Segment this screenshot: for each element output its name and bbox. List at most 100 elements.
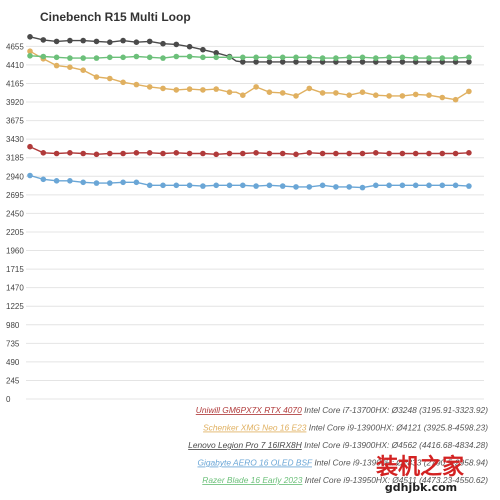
data-point: [359, 150, 366, 157]
data-point: [160, 150, 166, 157]
watermark-url: gdhjbk.com: [385, 481, 457, 494]
data-point: [466, 54, 472, 61]
y-tick-label: 1715: [6, 265, 24, 274]
data-point: [186, 150, 193, 157]
data-point: [319, 182, 326, 189]
data-point: [253, 84, 259, 90]
data-point: [386, 59, 392, 65]
data-point: [333, 150, 339, 157]
data-point: [53, 38, 60, 45]
data-point: [399, 54, 406, 61]
data-point: [359, 184, 366, 191]
data-point: [186, 86, 193, 92]
data-point: [452, 96, 459, 103]
data-point: [279, 59, 286, 65]
legend-series-detail: Intel Core i9-13900HX: Ø4562 (4416.68-48…: [302, 440, 488, 450]
data-point: [359, 59, 366, 65]
data-point: [186, 182, 193, 189]
data-point: [213, 50, 219, 56]
data-point: [40, 37, 47, 43]
data-point: [226, 150, 233, 157]
data-point: [253, 183, 259, 189]
data-point: [93, 74, 100, 80]
data-point: [426, 55, 432, 61]
data-point: [439, 94, 446, 101]
data-point: [146, 182, 153, 189]
data-point: [266, 54, 273, 61]
data-point: [279, 150, 286, 157]
data-point: [80, 37, 86, 44]
legend-entry: Razer Blade 16 Early 2023 Intel Core i9-…: [202, 475, 488, 485]
data-point: [120, 150, 126, 157]
y-tick-label: 245: [6, 376, 20, 385]
data-point: [133, 179, 140, 186]
data-point: [240, 54, 246, 61]
legend-series-detail: Intel Core i9-13950HX: Ø4511 (4473.23-45…: [302, 475, 488, 485]
data-point: [279, 183, 286, 189]
data-point: [186, 53, 193, 60]
series: [27, 143, 472, 158]
data-point: [253, 150, 259, 156]
data-point: [346, 92, 353, 98]
watermark-title: 装机之家: [376, 454, 465, 480]
data-point: [333, 55, 339, 61]
data-point: [466, 183, 472, 189]
data-point: [133, 53, 140, 60]
legend-entry: Lenovo Legion Pro 7 16IRX8H Intel Core i…: [188, 440, 488, 450]
data-point: [120, 54, 126, 61]
data-point: [399, 59, 406, 65]
legend-series-detail: Intel Core i7-13700HX: Ø3248 (3195.91-33…: [302, 405, 488, 415]
y-tick-label: 1960: [6, 247, 24, 256]
data-point: [439, 182, 446, 189]
legend-entry: Gigabyte AERO 16 OLED BSF Intel Core i9-…: [197, 458, 488, 468]
data-point: [213, 86, 219, 92]
data-point: [333, 90, 339, 96]
data-point: [359, 89, 366, 95]
y-tick-label: 3430: [6, 135, 24, 144]
data-point: [107, 180, 113, 186]
legend-series-name: Uniwill GM6PX7X RTX 4070: [196, 405, 302, 415]
data-point: [293, 93, 299, 99]
data-point: [293, 184, 299, 190]
legend-series-detail: Intel Core i9-13900HX: Ø4121 (3925.8-459…: [306, 423, 488, 433]
data-point: [53, 62, 60, 69]
data-point: [346, 184, 353, 190]
data-point: [107, 39, 113, 45]
series: [27, 34, 472, 65]
legend-series-name: Razer Blade 16 Early 2023: [202, 475, 302, 485]
data-point: [452, 150, 459, 157]
y-tick-label: 1225: [6, 302, 24, 311]
data-point: [266, 89, 273, 95]
data-point: [146, 84, 153, 90]
data-point: [386, 54, 392, 61]
y-tick-label: 4410: [6, 61, 24, 70]
data-point: [466, 150, 472, 156]
legend-series-name: Schenker XMG Neo 16 E23: [203, 423, 307, 433]
y-tick-label: 0: [6, 395, 11, 404]
data-point: [240, 182, 246, 189]
chart-title: Cinebench R15 Multi Loop: [40, 10, 191, 24]
legend-entry: Uniwill GM6PX7X RTX 4070 Intel Core i7-1…: [196, 405, 488, 415]
y-tick-label: 3185: [6, 154, 24, 163]
data-point: [306, 85, 313, 92]
data-point: [412, 91, 419, 98]
data-point: [67, 178, 73, 184]
data-point: [412, 55, 419, 61]
data-point: [53, 54, 60, 61]
data-point: [27, 143, 33, 150]
data-point: [319, 55, 326, 61]
watermark: 装机之家 gdhjbk.com: [376, 454, 465, 494]
data-point: [346, 59, 353, 65]
data-point: [93, 38, 100, 45]
data-point: [399, 182, 406, 189]
data-point: [439, 55, 446, 61]
data-point: [173, 41, 180, 48]
data-point: [133, 39, 140, 45]
series: [27, 53, 472, 61]
y-tick-label: 3920: [6, 98, 24, 107]
data-point: [226, 54, 233, 61]
data-point: [306, 150, 313, 156]
data-point: [200, 150, 206, 157]
series: [27, 48, 472, 103]
